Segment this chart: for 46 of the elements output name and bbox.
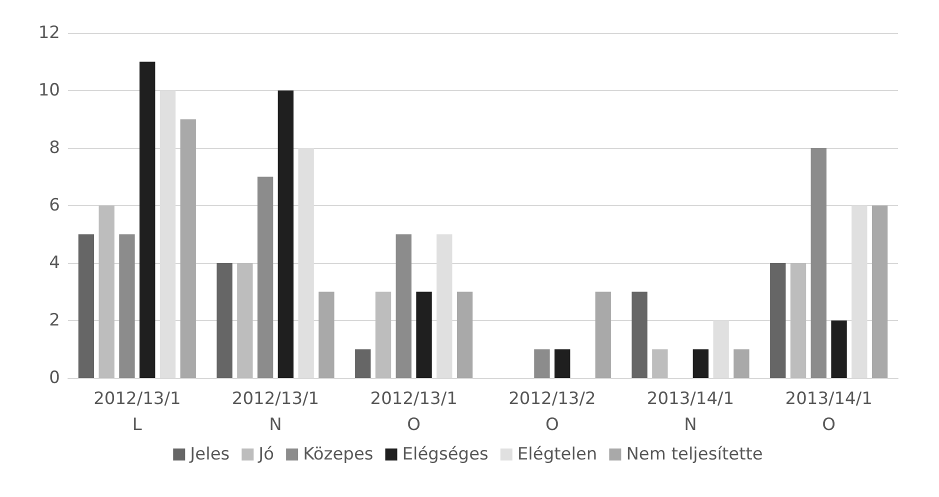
y-tick-label: 12 (38, 23, 60, 43)
bar (416, 292, 432, 378)
bar (534, 349, 550, 378)
bar (872, 206, 888, 378)
bar (396, 234, 412, 378)
y-tick-label: 6 (49, 196, 60, 216)
bar (734, 349, 750, 378)
x-tick-label: 2012/13/1 L (94, 389, 181, 435)
legend-label: Elégtelen (517, 444, 598, 464)
bar (216, 263, 232, 378)
bar (98, 206, 114, 378)
bar (831, 320, 847, 378)
bar (257, 176, 274, 378)
x-tick-label: 2012/13/1 N (232, 389, 320, 435)
bar (278, 90, 294, 378)
x-tick-label: 2012/13/2 O (508, 389, 596, 435)
bar (595, 292, 611, 378)
legend-label: Közepes (303, 444, 374, 464)
legend-label: Jeles (189, 444, 230, 464)
bar (140, 62, 156, 378)
y-tick-label: 0 (49, 368, 60, 388)
x-tick-label: 2013/14/1 N (646, 389, 734, 435)
bar (119, 234, 135, 378)
y-tick-label: 2 (49, 310, 60, 330)
x-tick-label: 2012/13/1 O (370, 389, 458, 435)
x-tick-label: 2013/14/1 O (785, 389, 872, 435)
legend-label: Elégséges (402, 444, 489, 464)
bar (237, 263, 253, 378)
bar (770, 263, 786, 378)
bar (790, 263, 806, 378)
bar (456, 292, 473, 378)
bar (810, 148, 826, 378)
bar (554, 349, 570, 378)
bar (355, 349, 371, 378)
y-tick-label: 4 (49, 253, 60, 273)
bar (78, 234, 94, 378)
y-tick-label: 8 (49, 138, 60, 158)
bar (180, 119, 196, 378)
legend-label: Nem teljesítette (626, 444, 763, 464)
bar (632, 292, 648, 378)
bar (375, 292, 392, 378)
bar (318, 292, 334, 378)
bar (692, 349, 709, 378)
y-tick-label: 10 (38, 80, 60, 100)
legend-label: Jó (258, 444, 274, 464)
bar (652, 349, 668, 378)
